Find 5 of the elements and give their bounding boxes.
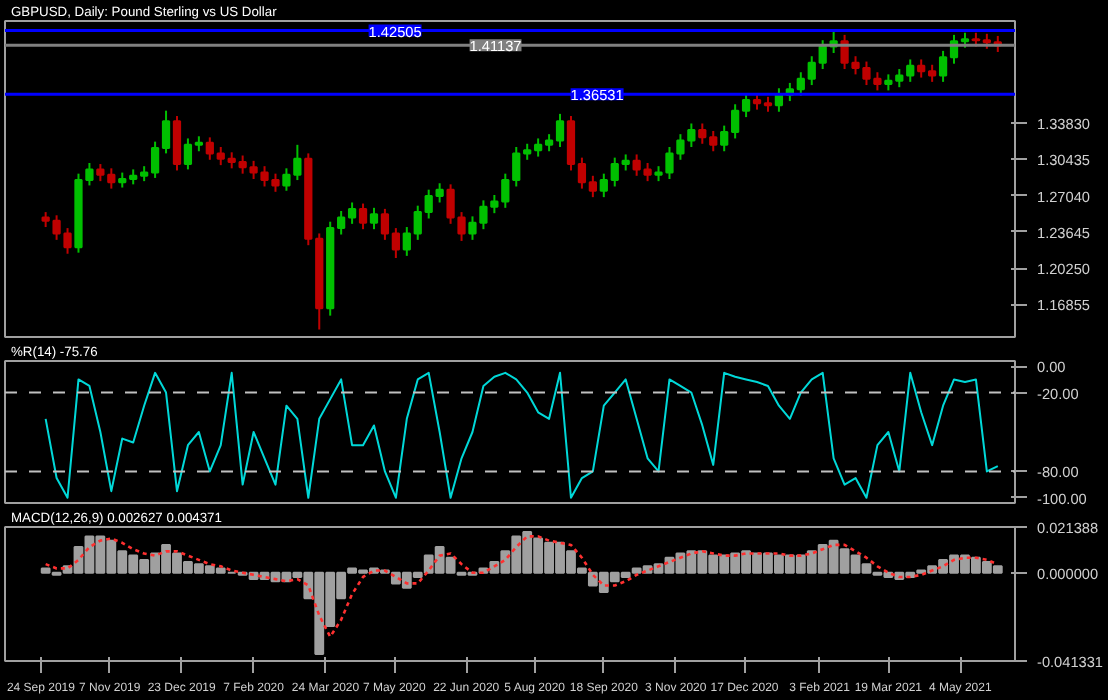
line-series bbox=[44, 371, 999, 499]
candlestick bbox=[172, 115, 182, 172]
line-series bbox=[44, 535, 1000, 639]
candlestick bbox=[369, 206, 379, 231]
candlestick bbox=[358, 202, 368, 231]
